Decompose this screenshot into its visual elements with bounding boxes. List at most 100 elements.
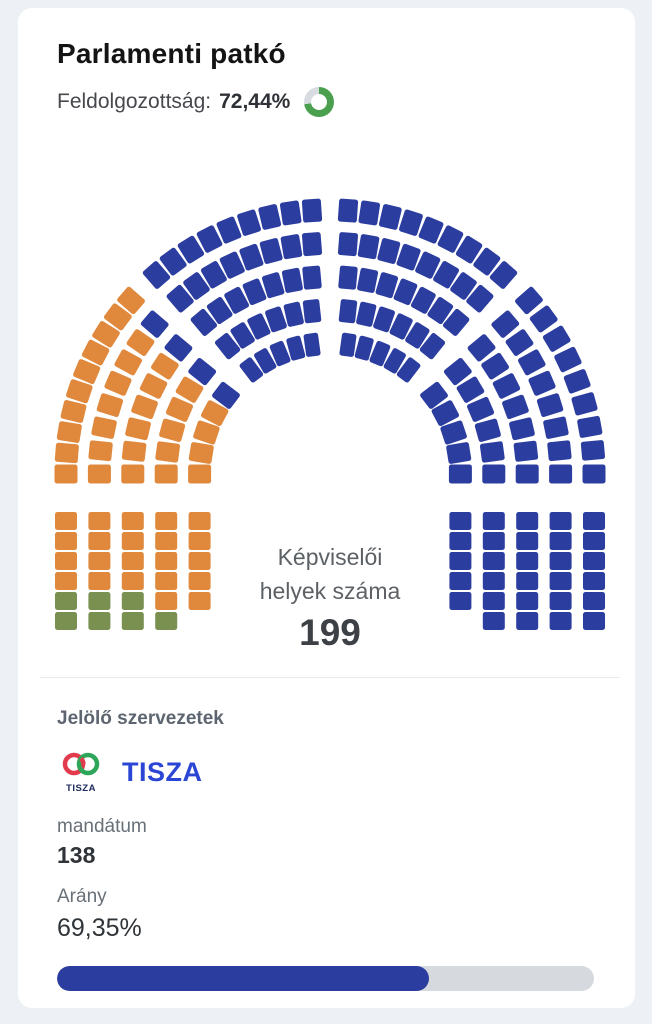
- seat: [259, 238, 283, 264]
- seat: [516, 612, 539, 630]
- seat: [466, 396, 495, 422]
- seat: [482, 572, 505, 590]
- seat: [377, 238, 401, 264]
- seat: [338, 299, 358, 324]
- seat: [73, 359, 101, 385]
- mandate-value: 138: [57, 842, 96, 868]
- seat: [131, 394, 158, 420]
- seat: [121, 532, 144, 550]
- seat: [449, 552, 472, 570]
- seat: [214, 333, 241, 360]
- seat: [482, 592, 505, 610]
- divider: [40, 677, 620, 678]
- seat: [449, 572, 472, 590]
- seat: [449, 592, 472, 610]
- seat: [200, 261, 227, 289]
- seat: [96, 393, 124, 418]
- seat: [303, 332, 321, 357]
- seat: [258, 204, 282, 230]
- seat: [188, 552, 211, 570]
- seat: [389, 313, 413, 340]
- seat: [448, 464, 472, 484]
- seat: [88, 440, 113, 462]
- seat: [155, 592, 178, 610]
- seat: [261, 272, 285, 299]
- total-seats-value: 199: [299, 612, 361, 653]
- seat: [66, 379, 93, 404]
- seat: [88, 552, 111, 570]
- seat: [393, 278, 418, 306]
- seat: [154, 464, 178, 484]
- seat: [518, 349, 546, 376]
- seat: [216, 216, 242, 244]
- seat: [125, 417, 151, 441]
- seat: [396, 357, 421, 383]
- seat: [528, 370, 556, 396]
- seat: [580, 440, 606, 461]
- seat: [433, 261, 460, 289]
- seat: [357, 234, 380, 260]
- seat: [583, 532, 605, 550]
- seat: [571, 392, 598, 416]
- center-label-line2: helyek száma: [259, 578, 401, 604]
- seat: [491, 310, 520, 338]
- seat: [373, 306, 395, 333]
- seat: [467, 334, 496, 362]
- seat: [482, 512, 505, 530]
- tisza-logo-icon: TISZA: [62, 752, 100, 794]
- seat: [81, 339, 110, 366]
- seat: [549, 532, 572, 550]
- progress-donut-icon: [304, 87, 335, 117]
- seat: [281, 267, 303, 293]
- seat: [139, 373, 168, 399]
- seat: [516, 512, 539, 530]
- seat: [410, 286, 436, 314]
- hemicycle-chart: [0, 185, 652, 665]
- seat: [155, 572, 178, 590]
- seat: [164, 334, 193, 362]
- seat: [473, 247, 501, 276]
- seat: [104, 370, 132, 396]
- seat: [356, 301, 377, 327]
- seat: [247, 313, 271, 340]
- seat: [121, 572, 144, 590]
- seat: [489, 261, 518, 289]
- processed-value: 72,44%: [219, 90, 291, 113]
- seat: [418, 216, 444, 244]
- seat: [337, 198, 359, 223]
- seat: [165, 396, 194, 422]
- seat: [536, 393, 564, 418]
- seat: [91, 416, 117, 439]
- seat: [55, 532, 77, 550]
- seat: [193, 420, 220, 445]
- seat: [92, 321, 120, 348]
- seat: [405, 322, 430, 349]
- seat: [563, 369, 591, 394]
- seat: [239, 243, 264, 271]
- seat: [88, 572, 111, 590]
- seat: [212, 381, 240, 409]
- share-progress-track: [57, 966, 594, 991]
- seat: [577, 415, 603, 438]
- seat: [549, 592, 572, 610]
- seat: [583, 592, 605, 610]
- seat: [177, 235, 205, 264]
- party-row[interactable]: TISZA TISZA: [60, 748, 203, 796]
- seat: [301, 198, 323, 223]
- seat: [583, 572, 605, 590]
- mandate-label: mandátum: [57, 816, 147, 837]
- seat: [121, 612, 144, 630]
- seat: [188, 592, 211, 610]
- seat: [378, 204, 402, 230]
- seat: [449, 532, 472, 550]
- share-value: 69,35%: [57, 914, 142, 942]
- seat: [103, 303, 132, 331]
- seat: [515, 464, 539, 484]
- seat: [583, 552, 605, 570]
- seat: [140, 310, 169, 338]
- seat: [474, 418, 501, 442]
- seat: [54, 464, 78, 484]
- page-title: Parlamenti patkó: [57, 38, 286, 69]
- seat: [542, 325, 571, 352]
- seat: [142, 261, 171, 289]
